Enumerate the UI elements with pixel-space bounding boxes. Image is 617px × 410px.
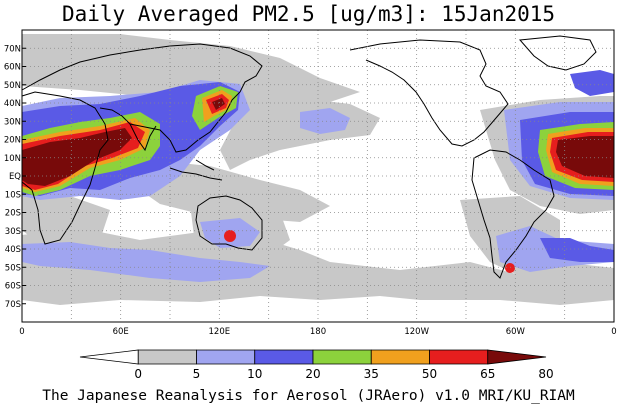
latitude-label: 10S — [5, 190, 21, 200]
pm25-spot-australia — [224, 230, 236, 242]
credit-line: The Japanese Reanalysis for Aerosol (JRA… — [42, 388, 575, 404]
longitude-label: 0 — [19, 327, 24, 337]
map-grid — [22, 30, 614, 322]
latitude-labels: 70N 60N 50N 40N 30N 20N 10N EQ 10S 20S 30S 40S 50S 60… — [4, 44, 26, 310]
coastline-india — [129, 123, 157, 152]
longitude-label: 120W — [404, 327, 429, 337]
colorbar-segment — [196, 349, 256, 365]
latitude-label: EQ — [9, 172, 21, 182]
colorbar-label: 80 — [538, 367, 553, 381]
colorbar: 0 5 10 20 35 50 65 80 — [79, 349, 554, 381]
latitude-label: 60N — [4, 63, 21, 73]
latitude-label: 40S — [5, 245, 21, 255]
longitude-label: 60W — [506, 327, 526, 337]
pm25-field — [22, 34, 614, 305]
latitude-label: 40N — [4, 99, 21, 109]
pm25-region-maroon-atlantic — [556, 136, 614, 178]
latitude-label: 10N — [4, 154, 21, 164]
pm25-region-lightblue-south — [22, 242, 270, 282]
coastline-europe-asia — [21, 43, 263, 153]
pm25-spot-patagonia — [505, 263, 515, 273]
colorbar-label: 5 — [193, 367, 201, 381]
longitude-label: 0 — [611, 327, 616, 337]
latitude-label: 70N — [4, 44, 21, 54]
longitude-label: 180 — [310, 327, 326, 337]
pm25-region-grey-tropics — [140, 160, 330, 222]
colorbar-label: 20 — [305, 367, 320, 381]
colorbar-segment — [137, 349, 197, 365]
latitude-label: 50N — [4, 81, 21, 91]
colorbar-segment — [79, 349, 139, 365]
latitude-label: 20S — [5, 209, 21, 219]
coastline-north-america — [349, 39, 509, 147]
longitude-labels: 0 60E 120E 180 120W 60W 0 — [19, 327, 616, 337]
longitude-label: 120E — [209, 327, 231, 337]
coastline-indonesia — [169, 159, 223, 181]
latitude-label: 30N — [4, 117, 21, 127]
coastlines — [21, 35, 597, 279]
pm25-region-blue-north — [570, 70, 614, 96]
colorbar-segment — [254, 349, 314, 365]
latitude-label: 60S — [5, 282, 21, 292]
colorbar-label: 35 — [364, 367, 379, 381]
pm25-region-grey-north — [22, 34, 360, 118]
pm25-region-maroon-africa — [22, 128, 132, 186]
colorbar-segment — [312, 349, 372, 365]
latitude-label: 70S — [5, 300, 21, 310]
pm25-region-blue-samerica — [540, 238, 614, 262]
coastline-south-america — [471, 149, 555, 279]
colorbar-segment — [370, 349, 430, 365]
colorbar-segment — [429, 349, 489, 365]
map-title: Daily Averaged PM2.5 [ug/m3]: 15Jan2015 — [61, 2, 556, 26]
latitude-label: 30S — [5, 227, 21, 237]
coastline-greenland — [518, 35, 597, 71]
colorbar-label: 65 — [480, 367, 495, 381]
coastline-africa — [21, 91, 109, 245]
latitude-label: 50S — [5, 263, 21, 273]
longitude-label: 60E — [113, 327, 129, 337]
colorbar-label: 50 — [422, 367, 437, 381]
pm25-region-maroon-china — [212, 98, 225, 110]
colorbar-label: 10 — [247, 367, 262, 381]
latitude-label: 20N — [4, 136, 21, 146]
pm25-map: 70N 60N 50N 40N 30N 20N 10N EQ 10S 20S 30S 40S 50S 60… — [4, 29, 617, 381]
coastline-australia — [195, 195, 263, 251]
colorbar-segment — [487, 349, 547, 365]
pm25-region-grey-africa-south — [22, 190, 110, 250]
pm25-region-lightblue-pacific — [300, 108, 350, 134]
colorbar-label: 0 — [134, 367, 142, 381]
